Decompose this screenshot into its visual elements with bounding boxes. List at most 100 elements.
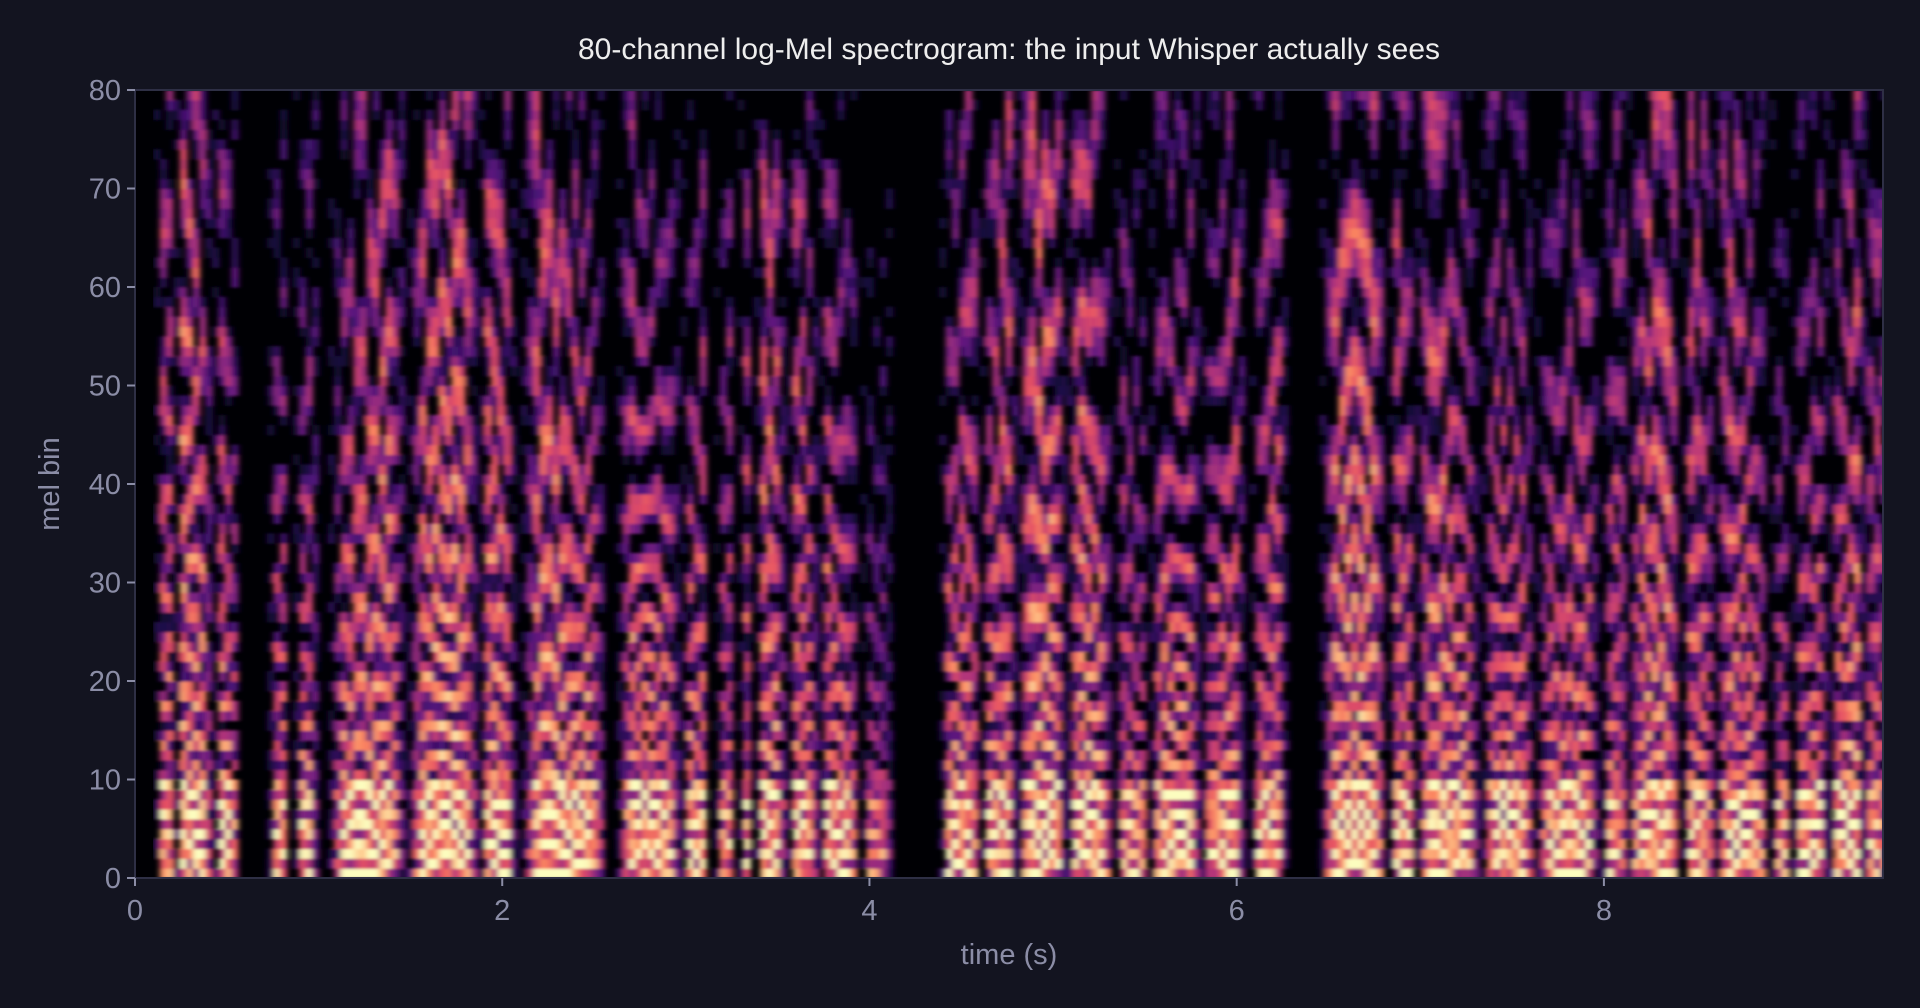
heatmap-cell (159, 346, 167, 357)
heatmap-cell (546, 661, 554, 672)
heatmap-cell (458, 405, 466, 416)
heatmap-cell (686, 572, 694, 584)
heatmap-cell (673, 750, 682, 761)
heatmap-cell (799, 621, 807, 633)
heatmap-cell (654, 572, 662, 584)
heatmap-cell (622, 651, 630, 662)
heatmap-cell (299, 405, 307, 416)
heatmap-cell (552, 454, 560, 465)
heatmap-cell (166, 582, 174, 593)
heatmap-cell (779, 405, 787, 416)
heatmap-cell (766, 296, 774, 308)
heatmap-cell (173, 316, 181, 327)
heatmap-cell (504, 681, 512, 692)
heatmap-cell (591, 434, 599, 446)
heatmap-cell (806, 553, 814, 564)
heatmap-cell (591, 523, 599, 534)
heatmap-cell (773, 553, 781, 564)
heatmap-cell (799, 690, 807, 702)
heatmap-cell (186, 818, 194, 830)
heatmap-cell (539, 543, 548, 554)
heatmap-cell (597, 759, 605, 771)
heatmap-cell (180, 493, 188, 505)
heatmap-cell (565, 858, 573, 869)
heatmap-cell (340, 759, 348, 771)
heatmap-cell (166, 296, 174, 308)
heatmap-cell (680, 464, 688, 475)
heatmap-cell (699, 365, 707, 377)
heatmap-cell (693, 848, 701, 859)
heatmap-cell (559, 543, 567, 554)
heatmap-cell (458, 375, 466, 387)
heatmap-cell (366, 710, 374, 721)
heatmap-cell (205, 759, 213, 771)
heatmap-cell (478, 651, 486, 662)
heatmap-cell (628, 759, 637, 771)
heatmap-cell (793, 799, 801, 810)
heatmap-cell (166, 533, 174, 544)
heatmap-cell (484, 789, 492, 800)
heatmap-cell (186, 218, 194, 229)
heatmap-cell (432, 533, 440, 544)
heatmap-cell (372, 503, 380, 515)
heatmap-cell (753, 523, 761, 534)
heatmap-cell (353, 592, 361, 603)
heatmap-cell (533, 237, 541, 249)
heatmap-cell (491, 523, 499, 534)
heatmap-cell (327, 779, 335, 790)
heatmap-cell (693, 789, 701, 800)
heatmap-cell (497, 720, 505, 731)
heatmap-cell (713, 690, 721, 702)
heatmap-cell (406, 287, 414, 298)
heatmap-cell (673, 710, 682, 721)
heatmap-cell (445, 306, 453, 318)
heatmap-cell (559, 237, 567, 249)
heatmap-cell (497, 493, 505, 505)
heatmap-cell (546, 277, 554, 288)
heatmap-cell (673, 838, 682, 850)
heatmap-cell (180, 621, 188, 633)
heatmap-cell (680, 750, 688, 761)
heatmap-cell (159, 267, 167, 278)
heatmap-cell (413, 287, 421, 298)
heatmap-cell (572, 208, 580, 219)
heatmap-cell (661, 375, 669, 387)
heatmap-cell (334, 385, 342, 396)
heatmap-cell (231, 533, 239, 544)
heatmap-cell (699, 612, 707, 623)
heatmap-cell (359, 710, 368, 721)
heatmap-cell (312, 365, 320, 377)
heatmap-cell (578, 769, 586, 781)
heatmap-cell (267, 641, 275, 653)
heatmap-cell (406, 681, 414, 692)
heatmap-cell (392, 789, 400, 800)
heatmap-cell (353, 119, 361, 130)
heatmap-cell (726, 415, 734, 426)
heatmap-cell (726, 523, 734, 534)
heatmap-cell (366, 227, 374, 239)
heatmap-cell (426, 523, 434, 534)
heatmap-cell (280, 149, 288, 160)
heatmap-cell (648, 720, 656, 731)
heatmap-cell (471, 720, 479, 731)
heatmap-cell (527, 553, 535, 564)
heatmap-cell (539, 395, 548, 406)
heatmap-cell (464, 375, 472, 387)
heatmap-cell (806, 681, 814, 692)
heatmap-cell (546, 227, 554, 239)
heatmap-cell (510, 828, 518, 840)
heatmap-cell (445, 868, 453, 878)
heatmap-cell (572, 868, 580, 878)
heatmap-cell (584, 434, 593, 446)
heatmap-cell (793, 533, 801, 544)
heatmap-cell (413, 454, 421, 465)
heatmap-cell (451, 287, 459, 298)
heatmap-cell (766, 818, 774, 830)
heatmap-cell (280, 661, 288, 672)
heatmap-cell (359, 129, 368, 140)
heatmap-cell (527, 415, 535, 426)
heatmap-cell (398, 503, 406, 515)
heatmap-cell (699, 661, 707, 672)
heatmap-cell (166, 336, 174, 347)
heatmap-cell (539, 838, 548, 850)
